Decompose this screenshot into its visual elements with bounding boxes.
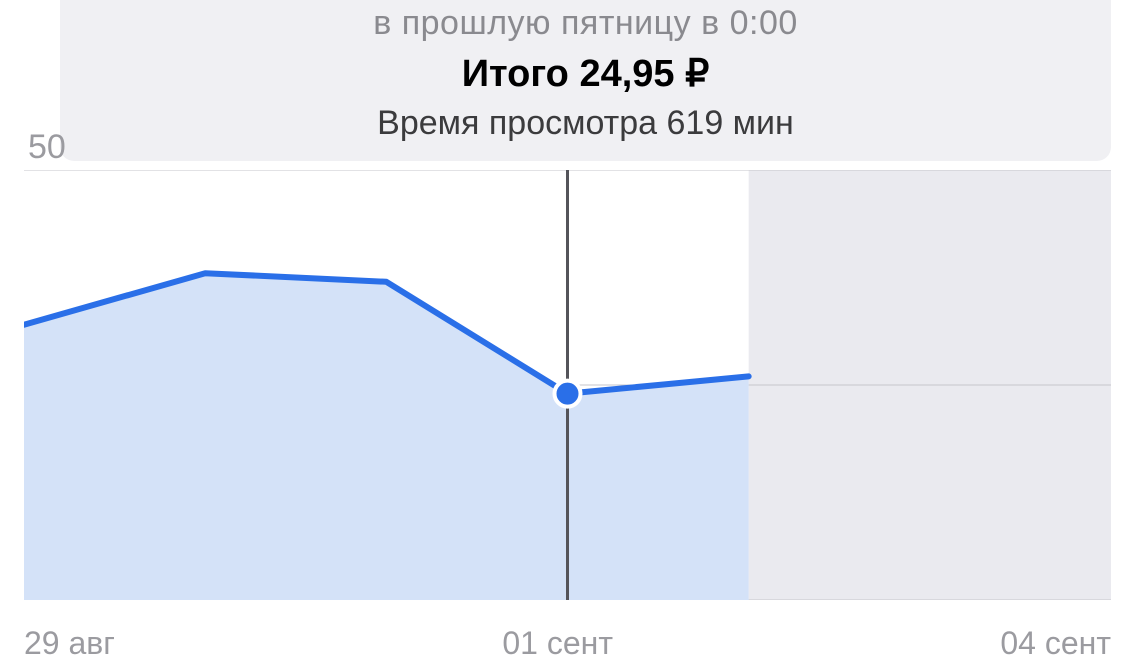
x-tick-right: 04 сент (1000, 625, 1111, 662)
tooltip-card: в прошлую пятницу в 0:00 Итого 24,95 ₽ В… (60, 0, 1111, 161)
y-tick-50: 50 (28, 128, 66, 167)
x-axis-labels: 29 авг 01 сент 04 сент (24, 625, 1111, 662)
tooltip-watch-time: Время просмотра 619 мин (60, 104, 1111, 143)
revenue-chart[interactable] (24, 170, 1111, 600)
x-tick-center: 01 сент (502, 625, 613, 662)
x-tick-left: 29 авг (24, 625, 115, 662)
tooltip-date: в прошлую пятницу в 0:00 (60, 4, 1111, 43)
tooltip-total: Итого 24,95 ₽ (60, 51, 1111, 96)
chart-svg (24, 170, 1111, 600)
